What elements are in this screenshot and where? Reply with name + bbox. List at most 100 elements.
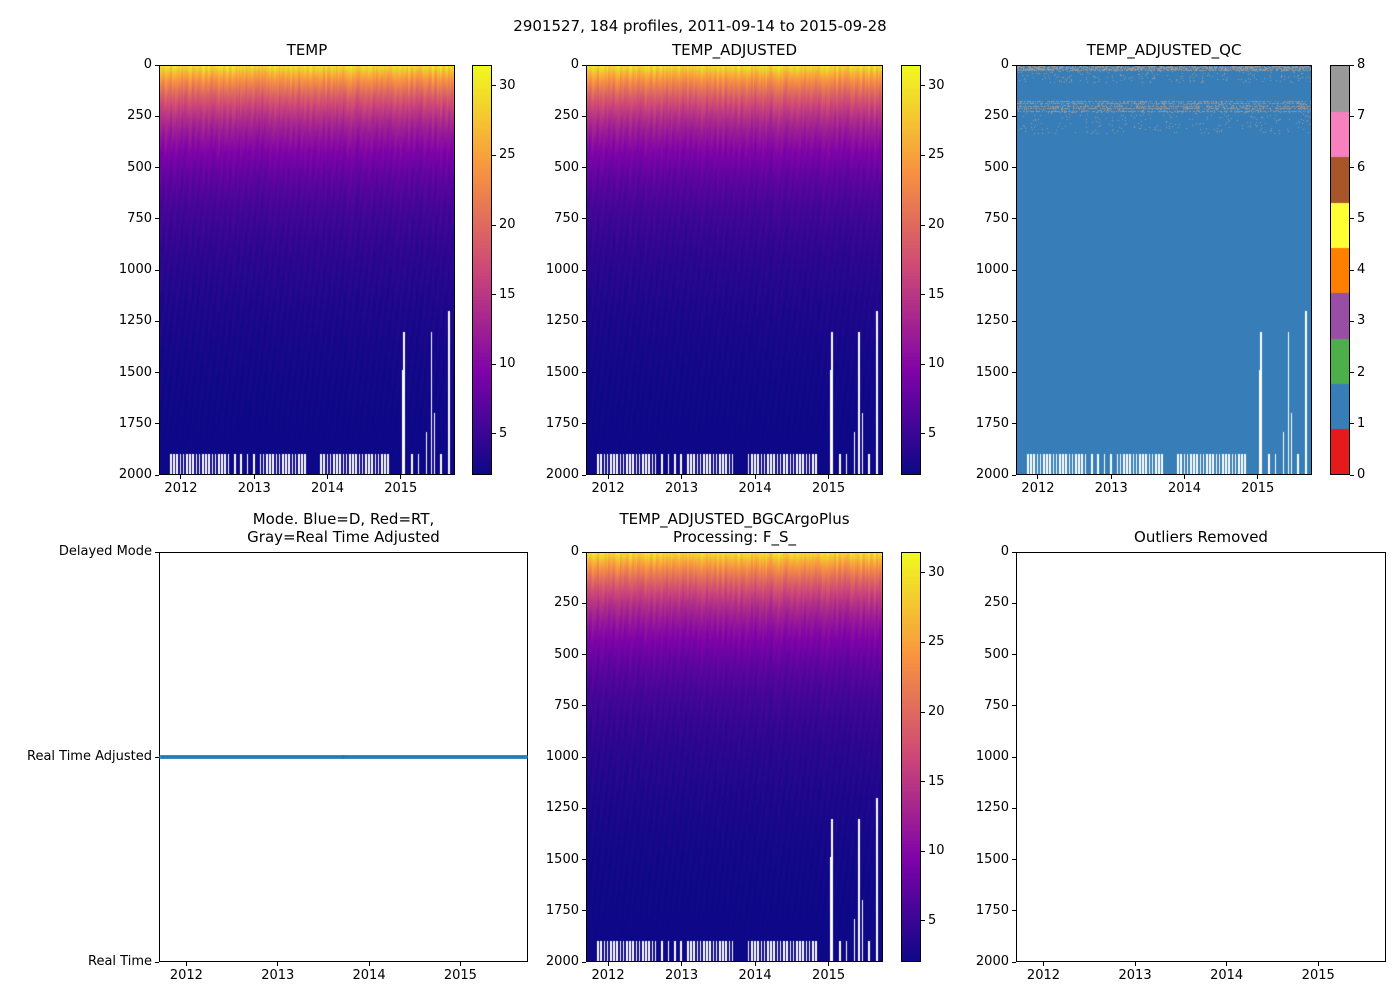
panel-title-temp_adj: TEMP_ADJUSTED (671, 41, 798, 59)
y-tick-label: 250 (984, 108, 1009, 124)
colorbar-tick-label: 7 (1357, 108, 1366, 124)
heatmap-temp_qc (1017, 66, 1311, 474)
x-tick-mark (681, 962, 683, 966)
y-tick-label: 1000 (975, 749, 1009, 764)
y-tick-label: 1500 (975, 851, 1009, 867)
y-tick-label: 1250 (545, 800, 579, 816)
y-tick-label: 750 (984, 210, 1009, 226)
x-tick-mark (828, 962, 830, 966)
colorbar-tick-mark (921, 224, 925, 226)
x-tick-label: 2015 (384, 481, 418, 496)
colorbar-tick-mark (1350, 372, 1354, 373)
y-tick-mark (1012, 423, 1016, 425)
y-tick-label: 1500 (545, 851, 579, 867)
y-tick-mark (582, 859, 586, 860)
colorbar-tick-label: 25 (928, 147, 945, 163)
colorbar-tick-label: 30 (928, 77, 945, 93)
colorbar-tick-mark (921, 850, 925, 852)
y-tick-label: 1500 (118, 364, 152, 380)
colorbar-tick-mark (492, 433, 496, 435)
y-tick-label: 750 (984, 697, 1009, 713)
y-tick-mark (582, 269, 586, 271)
y-tick-label: 750 (127, 210, 152, 226)
axes-temp_qc (1016, 65, 1312, 475)
axes-outliers (1016, 552, 1386, 962)
panel-title-mode: Mode. Blue=D, Red=RT, Gray=Real Time Adj… (247, 510, 440, 546)
colorbar-tick-label: 15 (499, 286, 516, 302)
x-tick-label: 2012 (164, 481, 198, 496)
y-tick-label: 500 (554, 159, 579, 175)
x-tick-label: 2014 (738, 481, 772, 496)
x-tick-label: 2014 (1167, 481, 1202, 496)
y-tick-label: 2000 (975, 954, 1009, 969)
colorbar-tick-mark (492, 224, 496, 226)
y-tick-mark (155, 218, 159, 220)
colorbar-tick-mark (1350, 167, 1354, 168)
x-tick-mark (400, 475, 402, 479)
colorbar-tick-label: 20 (928, 704, 945, 720)
x-tick-mark (1257, 475, 1259, 479)
x-tick-label: 2015 (1241, 481, 1275, 496)
x-tick-mark (253, 475, 255, 479)
x-tick-mark (607, 962, 609, 966)
y-tick-label: 0 (570, 57, 579, 72)
y-tick-label: Real Time (88, 954, 152, 969)
colorbar-temp (472, 65, 492, 475)
y-tick-mark (1012, 167, 1016, 168)
figure-title: 2901527, 184 profiles, 2011-09-14 to 201… (513, 17, 887, 35)
y-tick-label: 0 (570, 544, 579, 559)
axes-temp (159, 65, 455, 475)
y-tick-mark (582, 64, 586, 66)
x-tick-mark (754, 475, 756, 479)
y-tick-mark (1012, 602, 1016, 604)
colorbar-tick-label: 10 (499, 356, 516, 372)
colorbar-tick-mark (921, 154, 925, 156)
y-tick-mark (1012, 756, 1016, 758)
y-tick-mark (155, 423, 159, 425)
y-tick-label: Delayed Mode (58, 544, 152, 559)
y-tick-mark (582, 602, 586, 604)
y-tick-label: 1250 (975, 313, 1009, 329)
x-tick-mark (327, 475, 328, 479)
colorbar-tick-mark (1350, 423, 1354, 425)
colorbar-gradient-temp (473, 66, 491, 474)
panel-title-outliers: Outliers Removed (1134, 528, 1268, 546)
y-tick-mark (155, 269, 159, 271)
colorbar-tick-label: 3 (1357, 313, 1366, 329)
colorbar-tick-label: 5 (928, 425, 937, 441)
y-tick-mark (155, 320, 159, 322)
y-tick-label: 1000 (975, 262, 1009, 277)
colorbar-tick-mark (921, 294, 925, 296)
x-tick-mark (1037, 475, 1039, 479)
y-tick-mark (155, 372, 159, 373)
x-tick-label: 2013 (1094, 481, 1128, 496)
y-tick-label: 1750 (118, 415, 152, 431)
y-tick-mark (582, 115, 586, 117)
x-tick-mark (754, 962, 756, 966)
y-tick-mark (582, 910, 586, 912)
y-tick-mark (1012, 115, 1016, 117)
colorbar-tick-mark (921, 85, 925, 87)
x-tick-mark (1110, 475, 1112, 479)
y-tick-label: 250 (984, 595, 1009, 611)
colorbar-tick-mark (1350, 269, 1354, 271)
y-tick-mark (155, 167, 159, 168)
y-tick-mark (1012, 64, 1016, 66)
x-tick-mark (1184, 475, 1185, 479)
y-tick-mark (1012, 474, 1016, 476)
x-tick-label: 2012 (591, 968, 625, 983)
x-tick-label: 2014 (352, 968, 386, 983)
y-tick-mark (582, 474, 586, 476)
colorbar-tick-mark (921, 920, 925, 922)
colorbar-tick-mark (921, 641, 925, 643)
panel-title-temp_bgc: TEMP_ADJUSTED_BGCArgoPlus Processing: F_… (619, 510, 850, 546)
y-tick-label: 1000 (545, 749, 579, 764)
colorbar-tick-label: 25 (928, 634, 945, 650)
y-tick-label: 1000 (118, 262, 152, 277)
y-tick-label: 1750 (545, 415, 579, 431)
colorbar-gradient-temp_qc (1331, 66, 1349, 474)
x-tick-label: 2014 (1210, 968, 1244, 983)
y-tick-mark (155, 115, 159, 117)
y-tick-mark (155, 756, 159, 758)
y-tick-mark (582, 654, 586, 655)
